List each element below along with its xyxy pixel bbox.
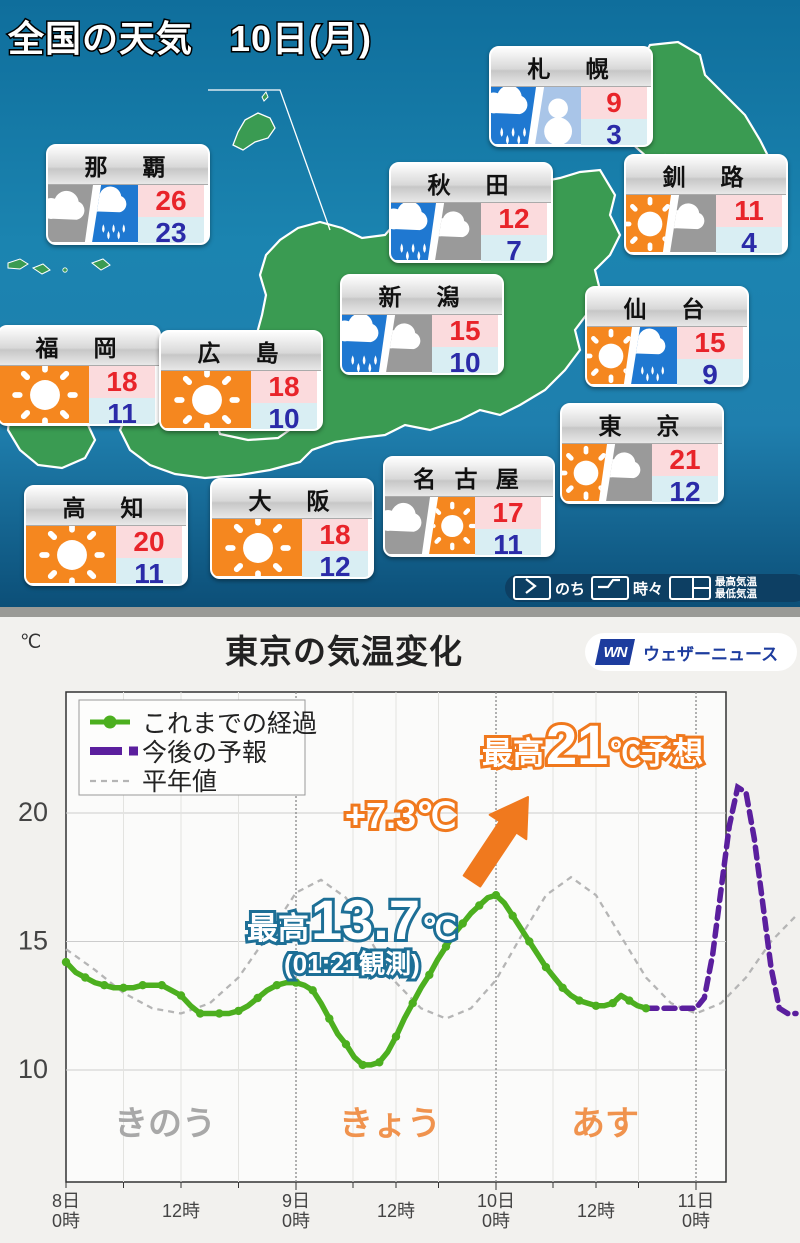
svg-text:12時: 12時 (377, 1201, 415, 1221)
svg-text:きのう: きのう (114, 1105, 216, 1143)
svg-text:きょう: きょう (339, 1105, 441, 1143)
svg-text:0時: 0時 (282, 1211, 310, 1231)
svg-text:これまでの経過: これまでの経過 (142, 710, 317, 738)
svg-text:11日: 11日 (678, 1191, 715, 1211)
svg-text:10: 10 (18, 1054, 48, 1084)
svg-text:12時: 12時 (162, 1201, 200, 1221)
svg-text:20: 20 (18, 797, 48, 827)
svg-text:0時: 0時 (482, 1211, 510, 1231)
svg-text:8日: 8日 (52, 1191, 80, 1211)
svg-text:平年値: 平年値 (142, 768, 217, 796)
svg-text:9日: 9日 (282, 1191, 310, 1211)
svg-text:あす: あす (571, 1105, 639, 1143)
svg-text:12時: 12時 (577, 1201, 615, 1221)
svg-text:10日: 10日 (477, 1191, 515, 1211)
svg-text:今後の予報: 今後の予報 (142, 739, 267, 767)
svg-text:15: 15 (18, 926, 48, 956)
svg-text:0時: 0時 (52, 1211, 80, 1231)
svg-text:0時: 0時 (682, 1211, 710, 1231)
